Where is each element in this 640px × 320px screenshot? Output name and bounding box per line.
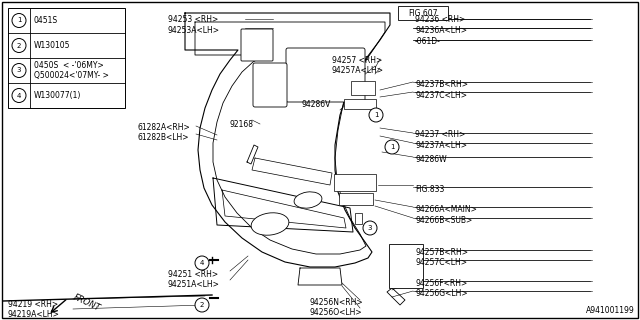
Text: 94253A<LH>: 94253A<LH> [168, 26, 220, 35]
Text: 2: 2 [17, 43, 21, 49]
Text: 1: 1 [17, 18, 21, 23]
Text: 94266A<MAIN>: 94266A<MAIN> [415, 205, 477, 214]
Text: W130105: W130105 [34, 41, 70, 50]
Text: A941001199: A941001199 [586, 306, 635, 315]
Text: 2: 2 [200, 302, 204, 308]
FancyBboxPatch shape [253, 63, 287, 107]
Text: 94237C<LH>: 94237C<LH> [415, 91, 467, 100]
Circle shape [369, 108, 383, 122]
Bar [8, 8, 125, 108]
Text: 94266B<SUB>: 94266B<SUB> [415, 216, 472, 225]
Text: 4: 4 [200, 260, 204, 266]
Text: 94237B<RH>: 94237B<RH> [415, 80, 468, 89]
Text: 94237 <RH>: 94237 <RH> [415, 130, 465, 139]
FancyBboxPatch shape [334, 174, 376, 191]
Circle shape [12, 63, 26, 77]
Text: 92168: 92168 [230, 120, 254, 129]
Ellipse shape [251, 213, 289, 235]
Circle shape [12, 38, 26, 52]
FancyBboxPatch shape [355, 212, 362, 223]
Text: 94257C<LH>: 94257C<LH> [415, 258, 467, 267]
Text: 94236A<LH>: 94236A<LH> [415, 26, 467, 35]
Text: 1: 1 [374, 112, 378, 118]
Circle shape [363, 221, 377, 235]
FancyBboxPatch shape [389, 244, 423, 288]
Circle shape [195, 256, 209, 270]
Text: -061D-: -061D- [415, 37, 441, 46]
Text: 0451S: 0451S [34, 16, 58, 25]
FancyBboxPatch shape [241, 29, 273, 61]
Text: 94286V: 94286V [302, 100, 332, 109]
Text: 3: 3 [17, 68, 21, 74]
Text: 0450S  < -'06MY>
Q500024<'07MY- >: 0450S < -'06MY> Q500024<'07MY- > [34, 61, 109, 80]
Text: 94257 <RH>: 94257 <RH> [332, 56, 382, 65]
Text: 94219A<LH>: 94219A<LH> [8, 310, 60, 319]
Text: W130077(1): W130077(1) [34, 91, 81, 100]
Text: 94219 <RH>: 94219 <RH> [8, 300, 58, 309]
Text: 94256F<RH>: 94256F<RH> [415, 279, 467, 288]
Ellipse shape [294, 192, 322, 208]
Bar [398, 6, 448, 20]
Text: 94251 <RH>: 94251 <RH> [168, 270, 218, 279]
Text: 4: 4 [17, 92, 21, 99]
Text: 94286W: 94286W [415, 155, 447, 164]
Text: 94251A<LH>: 94251A<LH> [168, 280, 220, 289]
Text: FIG.607: FIG.607 [408, 9, 438, 18]
Text: 94256G<LH>: 94256G<LH> [415, 289, 468, 298]
Circle shape [195, 298, 209, 312]
Text: 94236 <RH>: 94236 <RH> [415, 15, 465, 24]
Text: 61282B<LH>: 61282B<LH> [138, 133, 189, 142]
Circle shape [385, 140, 399, 154]
Text: FRONT: FRONT [72, 293, 102, 313]
FancyBboxPatch shape [286, 48, 365, 102]
Text: 1: 1 [390, 144, 394, 150]
Text: 94253 <RH>: 94253 <RH> [168, 15, 218, 24]
Circle shape [12, 89, 26, 102]
Text: 61282A<RH>: 61282A<RH> [138, 123, 191, 132]
FancyBboxPatch shape [339, 193, 373, 205]
Circle shape [12, 13, 26, 28]
FancyBboxPatch shape [344, 99, 376, 109]
Text: 94257B<RH>: 94257B<RH> [415, 248, 468, 257]
Text: 94256N<RH>: 94256N<RH> [310, 298, 364, 307]
Text: 94257A<LH>: 94257A<LH> [332, 66, 384, 75]
Text: 3: 3 [368, 225, 372, 231]
FancyBboxPatch shape [351, 81, 375, 95]
Text: 94237A<LH>: 94237A<LH> [415, 141, 467, 150]
Text: FIG.833: FIG.833 [415, 185, 444, 194]
Text: 94256O<LH>: 94256O<LH> [310, 308, 363, 317]
